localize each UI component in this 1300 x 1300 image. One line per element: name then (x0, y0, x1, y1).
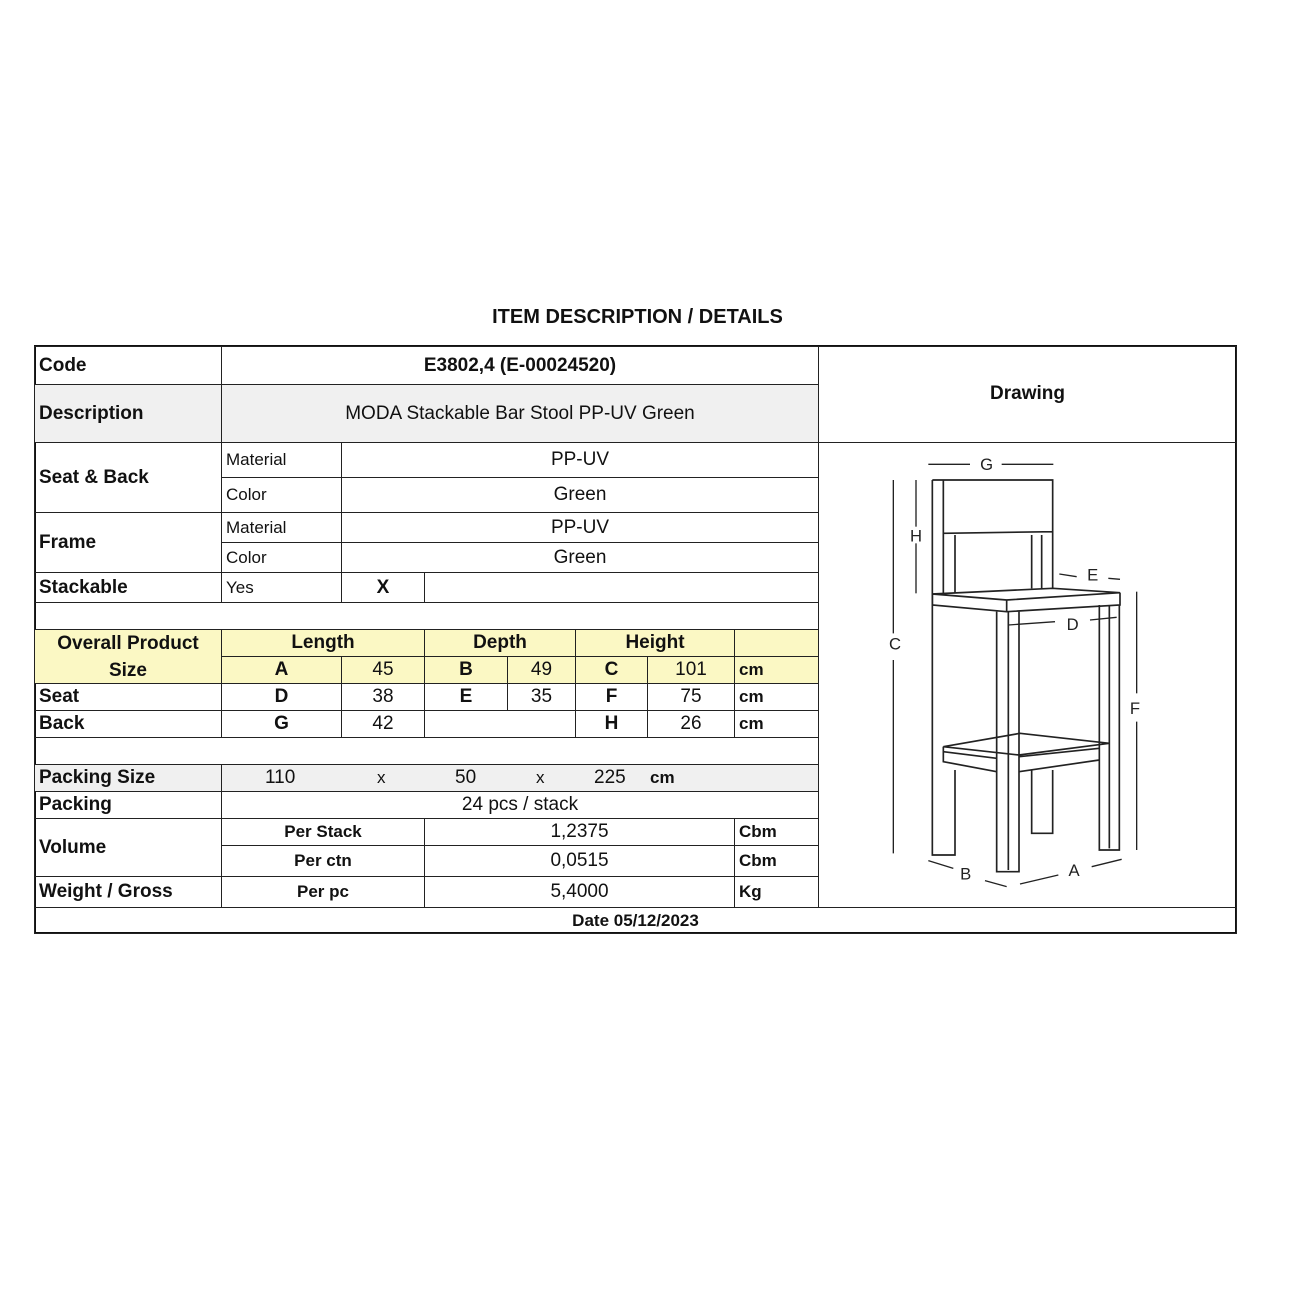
back-depth-empty (424, 710, 576, 738)
depth-header: Depth (424, 629, 576, 657)
overall-length-key: A (221, 656, 342, 684)
per-stack-value: 1,2375 (424, 818, 735, 846)
code-label: Code (34, 346, 222, 385)
per-pc-label: Per pc (221, 876, 425, 908)
dimension-lines (892, 463, 1138, 888)
packing-value: 24 pcs / stack (221, 791, 819, 819)
back-dim-label: Back (34, 710, 222, 738)
unit-header (734, 629, 819, 657)
drawing-label-f: F (1130, 699, 1140, 718)
frame-label: Frame (34, 512, 222, 573)
overall-length: 45 (341, 656, 425, 684)
weight-value: 5,4000 (424, 876, 735, 908)
drawing-label-h: H (910, 527, 922, 546)
height-header: Height (575, 629, 735, 657)
back-height: 26 (647, 710, 735, 738)
weight-label: Weight / Gross (34, 876, 222, 908)
frame-material-label: Material (221, 512, 342, 543)
seat-height: 75 (647, 683, 735, 711)
drawing-label-c: C (889, 634, 901, 653)
stackable-empty (424, 572, 819, 603)
date: Date 05/12/2023 (34, 907, 1237, 934)
code-value: E3802,4 (E-00024520) (221, 346, 819, 385)
description-value: MODA Stackable Bar Stool PP-UV Green (221, 384, 819, 443)
packing-size-z: 225 (594, 767, 626, 788)
back-height-key: H (575, 710, 648, 738)
packing-size-unit: cm (650, 768, 675, 787)
per-stack-unit: Cbm (734, 818, 819, 846)
stackable-mark: X (341, 572, 425, 603)
overall-size-label: Overall Product Size (34, 629, 222, 684)
seat-unit: cm (734, 683, 819, 711)
drawing-label-b: B (960, 864, 971, 883)
packing-size-sep: x (536, 768, 545, 787)
weight-unit: Kg (734, 876, 819, 908)
description-label: Description (34, 384, 222, 443)
stackable-label: Stackable (34, 572, 222, 603)
packing-size-x: 110 (265, 767, 296, 788)
document-title: ITEM DESCRIPTION / DETAILS (492, 306, 783, 328)
seat-height-key: F (575, 683, 648, 711)
seat-length-key: D (221, 683, 342, 711)
per-stack-label: Per Stack (221, 818, 425, 846)
spacer-row (34, 737, 819, 765)
packing-size-sep: x (377, 768, 386, 787)
stackable-yes-label: Yes (221, 572, 342, 603)
back-unit: cm (734, 710, 819, 738)
drawing-label-d: D (1067, 615, 1079, 634)
overall-height-key: C (575, 656, 648, 684)
drawing-label-a: A (1068, 861, 1080, 880)
length-header: Length (221, 629, 425, 657)
spacer-row (34, 602, 819, 630)
frame-color-label: Color (221, 542, 342, 573)
back-length-key: G (221, 710, 342, 738)
seat-back-color-label: Color (221, 477, 342, 513)
back-length: 42 (341, 710, 425, 738)
seat-length: 38 (341, 683, 425, 711)
packing-size-values: 110 x 50 x 225 cm (221, 764, 819, 792)
per-ctn-label: Per ctn (221, 845, 425, 877)
frame-material: PP-UV (341, 512, 819, 543)
overall-height: 101 (647, 656, 735, 684)
packing-size-y: 50 (455, 767, 477, 788)
drawing-label-g: G (980, 455, 993, 474)
overall-unit: cm (734, 656, 819, 684)
seat-depth-key: E (424, 683, 508, 711)
per-ctn-unit: Cbm (734, 845, 819, 877)
seat-back-label: Seat & Back (34, 442, 222, 513)
stool-drawing: G H C E D F B A (889, 455, 1140, 888)
packing-size-label: Packing Size (34, 764, 222, 792)
seat-back-color: Green (341, 477, 819, 513)
packing-label: Packing (34, 791, 222, 819)
volume-label: Volume (34, 818, 222, 877)
per-ctn-value: 0,0515 (424, 845, 735, 877)
overall-depth-key: B (424, 656, 508, 684)
seat-back-material: PP-UV (341, 442, 819, 478)
overall-depth: 49 (507, 656, 576, 684)
seat-depth: 35 (507, 683, 576, 711)
stool-outline (931, 479, 1121, 873)
drawing-label-e: E (1087, 566, 1098, 585)
drawing-label: Drawing (818, 346, 1237, 443)
seat-dim-label: Seat (34, 683, 222, 711)
seat-back-material-label: Material (221, 442, 342, 478)
frame-color: Green (341, 542, 819, 573)
